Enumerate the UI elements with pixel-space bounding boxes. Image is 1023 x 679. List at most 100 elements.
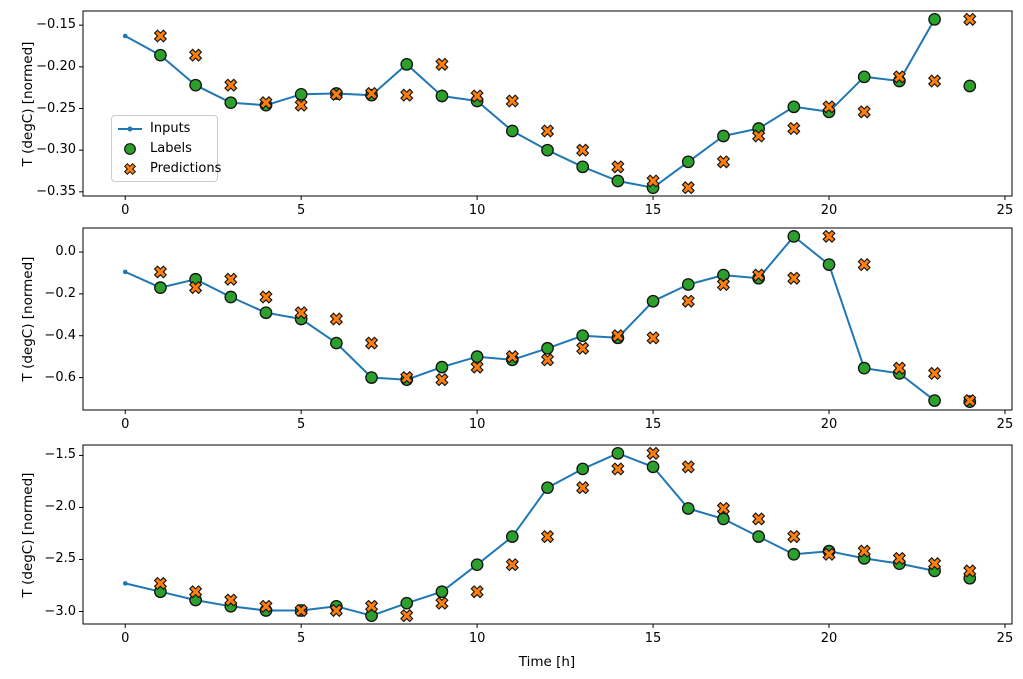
labels-point (717, 512, 730, 526)
labels-point (505, 124, 519, 138)
labels-point (928, 12, 941, 26)
labels-point (400, 57, 414, 71)
y-tick-label: −0.20 (36, 58, 76, 74)
labels-point (400, 596, 414, 610)
predictions-point (787, 271, 801, 285)
predictions-point (963, 12, 977, 26)
predictions-point (153, 29, 168, 43)
labels-point (681, 502, 695, 515)
predictions-point (435, 373, 449, 387)
labels-point (681, 278, 695, 291)
y-tick-label: −2.0 (44, 499, 76, 515)
x-tick-label: 15 (644, 203, 662, 218)
predictions-point (224, 78, 238, 92)
inputs-line (124, 452, 936, 617)
labels-point (435, 360, 449, 374)
legend-label-labels: Labels (150, 141, 192, 156)
predictions-point (787, 529, 801, 544)
labels-point (294, 87, 308, 101)
y-tick-label: −0.6 (44, 369, 76, 385)
predictions-point (364, 86, 379, 101)
labels-point (646, 294, 660, 308)
labels-point (541, 143, 554, 157)
predictions-point (294, 98, 308, 112)
predictions-point (892, 70, 907, 84)
predictions-point (892, 361, 907, 375)
predictions-point (681, 181, 695, 195)
legend-label-predictions: Predictions (150, 161, 222, 176)
y-tick-label: −0.25 (36, 100, 76, 116)
predictions-point (927, 74, 942, 88)
predictions-point (400, 88, 414, 102)
predictions-point (470, 360, 484, 374)
inputs-line (124, 235, 936, 402)
labels-point (576, 160, 590, 174)
y-tick-label: −1.5 (44, 447, 76, 463)
labels-point (541, 341, 554, 355)
predictions-point (716, 501, 731, 516)
labels-point (611, 174, 625, 188)
predictions-point (364, 336, 379, 350)
predictions-point (188, 585, 203, 599)
y-tick-label: −2.5 (44, 551, 76, 567)
predictions-point (470, 89, 484, 103)
labels-point (470, 558, 484, 572)
predictions-x-icon (116, 161, 144, 177)
labels-point (505, 530, 519, 543)
inputs-point (122, 33, 128, 39)
x-tick-label: 5 (297, 631, 306, 646)
predictions-point (400, 609, 414, 623)
legend-label-inputs: Inputs (150, 121, 191, 136)
predictions-point (752, 129, 766, 143)
inputs-line-icon (116, 121, 144, 137)
predictions-point (752, 268, 766, 282)
legend: Inputs Labels Predictions (111, 115, 222, 182)
labels-point (752, 530, 765, 543)
x-tick-label: 10 (468, 203, 486, 218)
predictions-point (752, 512, 766, 526)
legend-item-inputs: Inputs (116, 119, 217, 138)
labels-point (717, 268, 730, 282)
inputs-point (122, 581, 128, 586)
predictions-point (188, 48, 203, 62)
x-tick-label: 15 (644, 631, 662, 646)
y-tick-label: −0.4 (44, 327, 76, 343)
y-tick-label: −0.2 (44, 285, 76, 301)
predictions-point (646, 331, 660, 345)
labels-point (541, 481, 554, 495)
predictions-point (822, 100, 836, 114)
subplot-1-frame (82, 10, 1013, 197)
predictions-point (224, 272, 238, 286)
x-tick-label: 20 (820, 203, 838, 218)
subplot-2-frame (82, 227, 1013, 411)
predictions-point (435, 596, 449, 610)
y-tick-label: −3.0 (44, 603, 76, 619)
y-tick-label: −0.15 (36, 17, 76, 33)
predictions-point (224, 593, 238, 607)
predictions-point (329, 312, 343, 326)
labels-point (787, 547, 801, 561)
predictions-point (505, 350, 519, 364)
predictions-point (364, 599, 379, 613)
y-tick-label: −0.35 (36, 183, 76, 199)
inputs-line (124, 18, 936, 189)
predictions-point (188, 281, 203, 295)
labels-point (435, 89, 449, 103)
x-tick-label: 15 (644, 417, 662, 432)
predictions-point (857, 105, 871, 119)
labels-point (154, 48, 167, 62)
predictions-point (611, 462, 625, 476)
predictions-point (259, 290, 273, 304)
predictions-point (611, 160, 625, 174)
x-tick-label: 20 (820, 631, 838, 646)
predictions-point (822, 547, 836, 561)
predictions-point (716, 277, 731, 292)
subplot-3-frame (82, 444, 1013, 625)
predictions-point (716, 155, 731, 169)
predictions-point (259, 599, 273, 613)
predictions-point (294, 306, 308, 320)
x-tick-label: 20 (820, 417, 838, 432)
predictions-point (822, 229, 836, 243)
